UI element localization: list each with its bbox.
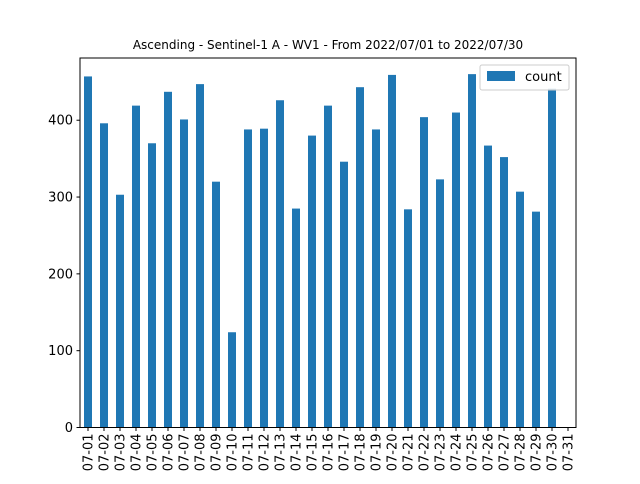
bar-07-10 <box>228 332 236 428</box>
x-tick-label-07-08: 07-08 <box>194 434 209 472</box>
bar-07-14 <box>292 208 300 428</box>
x-tick-label-07-17: 07-17 <box>338 434 353 472</box>
bar-07-12 <box>260 128 268 428</box>
y-tick-label-0: 0 <box>65 421 73 436</box>
bar-07-16 <box>324 105 332 428</box>
x-tick-label-07-04: 07-04 <box>130 434 145 472</box>
x-tick-label-07-07: 07-07 <box>178 434 193 472</box>
x-tick-label-07-10: 07-10 <box>226 434 241 472</box>
bar-07-18 <box>356 87 364 428</box>
x-tick-label-07-19: 07-19 <box>370 434 385 472</box>
y-tick-label-300: 300 <box>48 191 73 206</box>
x-tick-label-07-25: 07-25 <box>466 434 481 472</box>
bar-07-21 <box>404 209 412 428</box>
x-tick-label-07-21: 07-21 <box>402 434 417 472</box>
bar-07-06 <box>164 91 172 428</box>
bar-07-11 <box>244 129 252 428</box>
bar-07-20 <box>388 74 396 428</box>
x-tick-label-07-09: 07-09 <box>210 434 225 472</box>
bar-07-09 <box>212 181 220 428</box>
x-tick-label-07-12: 07-12 <box>258 434 273 472</box>
y-axis: 0 100 200 300 400 <box>48 114 80 436</box>
x-tick-label-07-26: 07-26 <box>482 434 497 472</box>
bar-07-28 <box>516 191 524 428</box>
plot-frame <box>79 57 577 428</box>
x-tick-label-07-24: 07-24 <box>450 434 465 472</box>
y-tick-label-400: 400 <box>48 114 73 129</box>
x-tick-label-07-18: 07-18 <box>354 434 369 472</box>
x-tick-label-07-20: 07-20 <box>386 434 401 472</box>
x-tick-label-07-13: 07-13 <box>274 434 289 472</box>
legend-label: count <box>525 70 562 85</box>
bar-07-26 <box>484 145 492 428</box>
x-tick-label-07-23: 07-23 <box>434 434 449 472</box>
bar-07-27 <box>500 157 508 428</box>
x-tick-label-07-22: 07-22 <box>418 434 433 472</box>
bar-07-17 <box>340 161 348 428</box>
bar-07-03 <box>116 194 124 428</box>
x-tick-label-07-28: 07-28 <box>514 434 529 472</box>
x-tick-label-07-06: 07-06 <box>162 434 177 472</box>
x-axis: 07-01 07-02 07-03 07-04 07-05 07-06 07-07 07-08… <box>82 427 577 472</box>
bar-07-15 <box>308 135 316 428</box>
x-tick-label-07-15: 07-15 <box>306 434 321 472</box>
bar-07-25 <box>468 74 476 428</box>
bar-07-19 <box>372 129 380 428</box>
bar-07-05 <box>148 143 156 428</box>
bar-07-07 <box>180 119 188 428</box>
x-tick-label-07-11: 07-11 <box>242 434 257 472</box>
bar-07-01 <box>84 76 92 428</box>
legend-swatch <box>487 71 515 81</box>
x-tick-label-07-02: 07-02 <box>98 434 113 472</box>
bar-07-08 <box>196 84 204 428</box>
bar-07-24 <box>452 112 460 428</box>
x-tick-label-07-03: 07-03 <box>114 434 129 472</box>
bar-07-13 <box>276 100 284 428</box>
bar-07-02 <box>100 123 108 428</box>
bar-07-23 <box>436 179 444 428</box>
x-tick-label-07-31: 07-31 <box>562 434 577 472</box>
x-tick-label-07-30: 07-30 <box>546 434 561 472</box>
x-tick-label-07-14: 07-14 <box>290 434 305 472</box>
chart-title: Ascending - Sentinel-1 A - WV1 - From 20… <box>133 38 523 52</box>
y-tick-label-200: 200 <box>48 267 73 282</box>
x-tick-label-07-29: 07-29 <box>530 434 545 472</box>
x-tick-label-07-16: 07-16 <box>322 434 337 472</box>
x-tick-label-07-05: 07-05 <box>146 434 161 472</box>
bar-07-30 <box>548 88 556 428</box>
legend: count <box>479 64 570 91</box>
y-tick-label-100: 100 <box>48 344 73 359</box>
x-tick-label-07-27: 07-27 <box>498 434 513 472</box>
bars-group <box>84 74 556 428</box>
bar-07-22 <box>420 117 428 428</box>
bar-07-29 <box>532 211 540 428</box>
bar-07-04 <box>132 105 140 428</box>
x-tick-label-07-01: 07-01 <box>82 434 97 472</box>
